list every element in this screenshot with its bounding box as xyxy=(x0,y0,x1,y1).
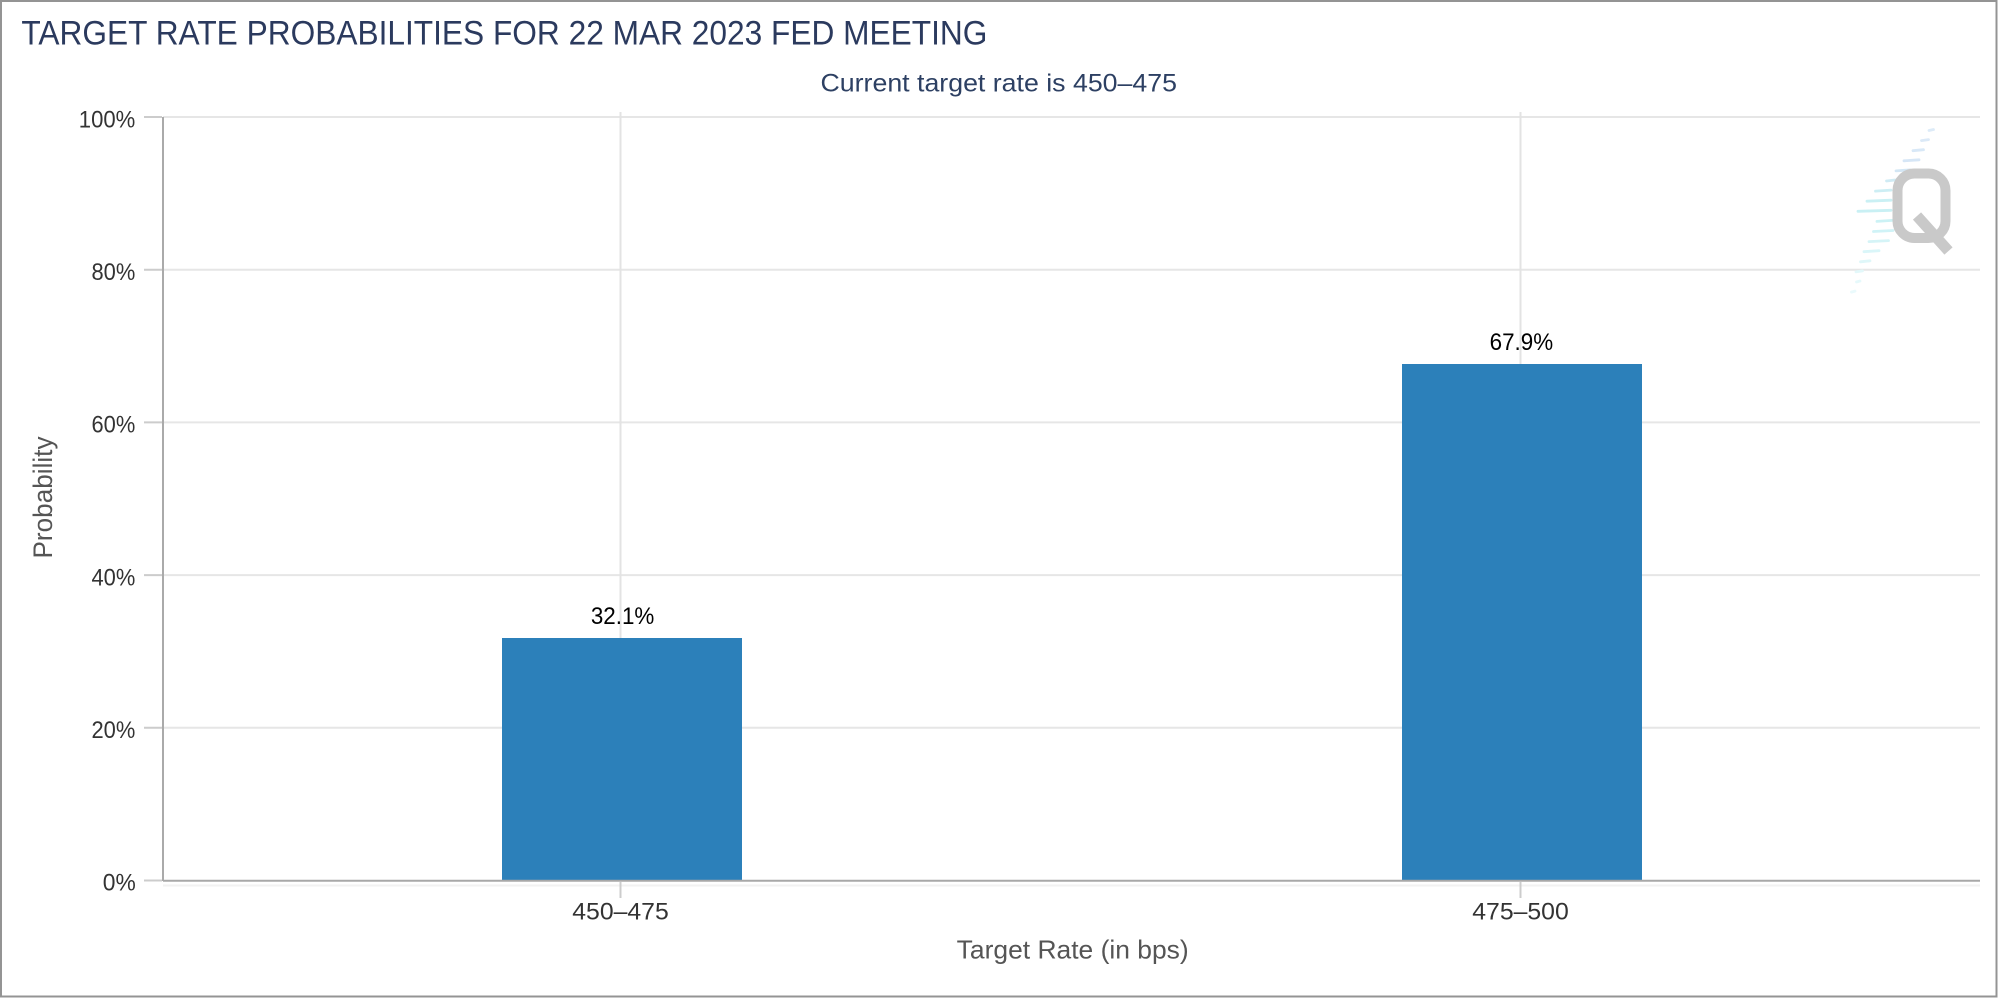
svg-text:Probability: Probability xyxy=(28,436,58,559)
svg-text:40%: 40% xyxy=(92,564,136,591)
svg-text:32.1%: 32.1% xyxy=(591,603,655,630)
svg-text:0%: 0% xyxy=(103,869,136,896)
svg-text:67.9%: 67.9% xyxy=(1490,329,1554,356)
svg-text:100%: 100% xyxy=(79,107,136,134)
svg-text:20%: 20% xyxy=(92,717,136,744)
svg-text:60%: 60% xyxy=(92,412,136,439)
svg-text:450–475: 450–475 xyxy=(572,898,669,925)
svg-text:475–500: 475–500 xyxy=(1472,898,1569,925)
svg-text:TARGET RATE PROBABILITIES FOR: TARGET RATE PROBABILITIES FOR 22 MAR 202… xyxy=(21,15,987,53)
svg-text:Current target rate is 450–475: Current target rate is 450–475 xyxy=(821,70,1178,98)
svg-text:80%: 80% xyxy=(92,259,136,286)
svg-text:Target Rate (in bps): Target Rate (in bps) xyxy=(957,935,1189,965)
